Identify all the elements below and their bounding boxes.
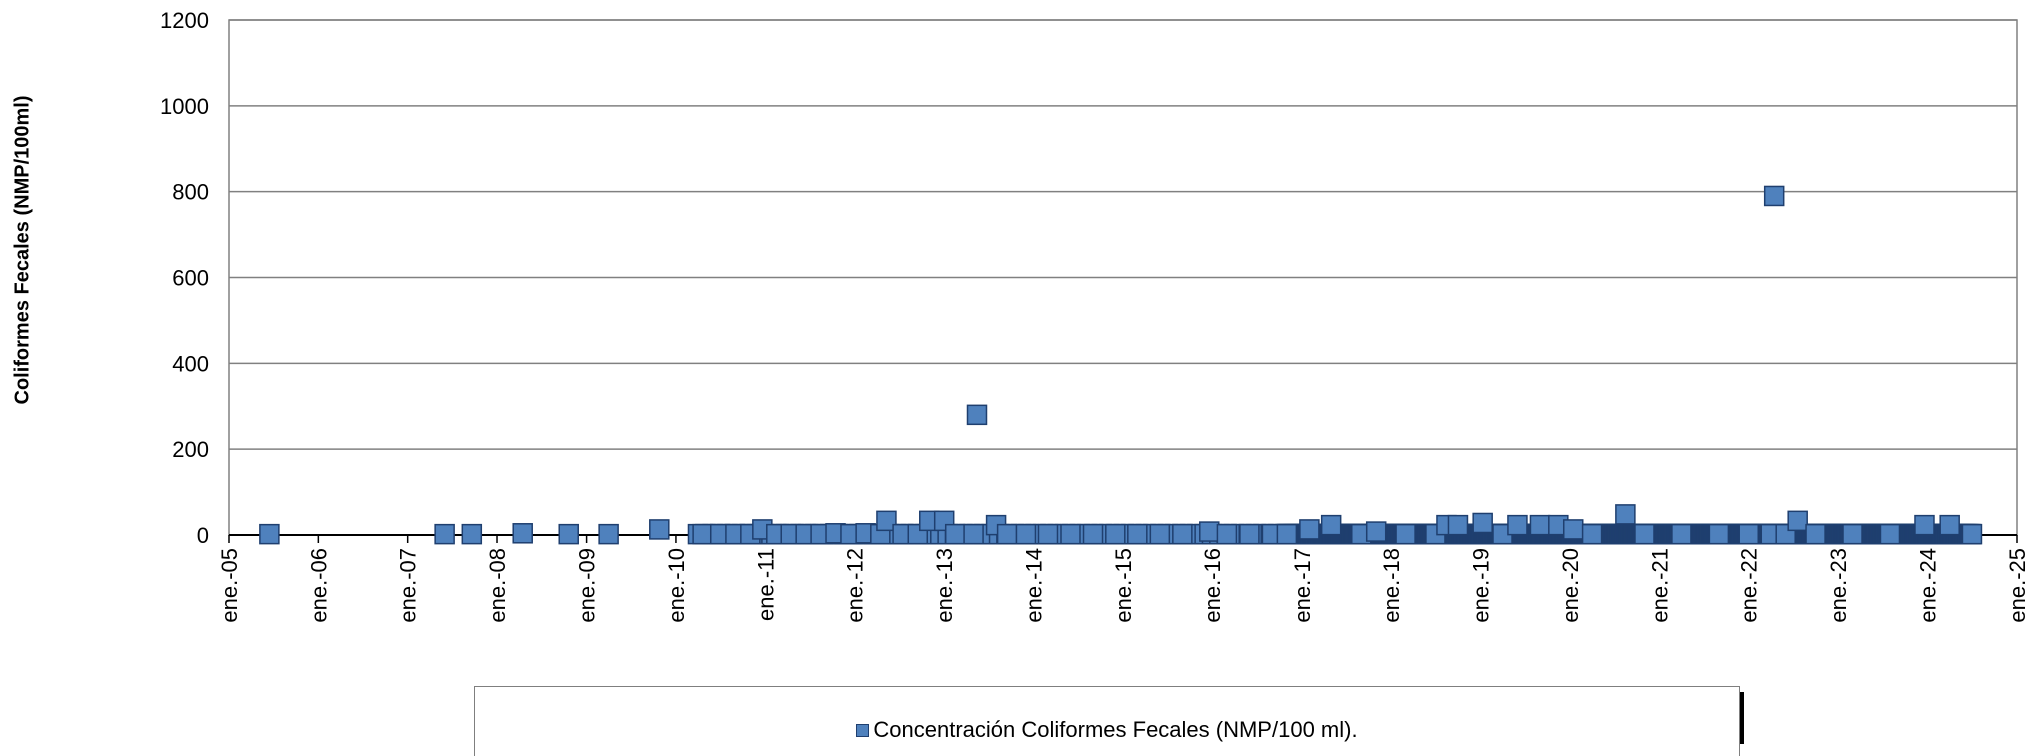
x-tick-label: ene.-17 xyxy=(1290,548,1315,623)
data-point xyxy=(1615,504,1636,525)
data-point xyxy=(1671,523,1692,545)
legend-item: Concentración Coliformes Fecales (NMP/10… xyxy=(475,717,1739,743)
legend-swatch-square-icon xyxy=(856,723,870,737)
data-point xyxy=(1634,523,1655,545)
data-point xyxy=(1708,523,1730,545)
x-tick-label: ene.-19 xyxy=(1468,548,1493,623)
x-tick-label: ene.-08 xyxy=(485,548,510,623)
data-point xyxy=(692,523,713,545)
data-point xyxy=(1738,523,1759,545)
data-point xyxy=(1082,523,1104,545)
data-point xyxy=(1961,523,1983,545)
x-tick-label: ene.-07 xyxy=(396,548,421,623)
y-tick-label: 0 xyxy=(197,523,209,548)
data-point xyxy=(1015,523,1037,545)
legend-shadow xyxy=(1740,692,1744,744)
data-point xyxy=(512,523,533,544)
data-point xyxy=(1562,519,1584,540)
x-tick-label: ene.-16 xyxy=(1200,548,1225,623)
y-tick-label: 800 xyxy=(172,180,209,205)
x-tick-label: ene.-22 xyxy=(1737,548,1762,623)
data-point xyxy=(966,404,988,426)
data-point xyxy=(649,519,670,540)
data-point xyxy=(1472,512,1493,534)
y-tick-label: 600 xyxy=(172,266,209,291)
data-point xyxy=(1037,523,1059,545)
data-point xyxy=(461,523,483,545)
data-point xyxy=(1105,523,1126,545)
data-point xyxy=(996,523,1018,545)
y-tick-label: 1000 xyxy=(160,94,209,119)
data-point xyxy=(1805,523,1826,545)
x-tick-label: ene.-13 xyxy=(932,548,957,623)
data-point xyxy=(1879,523,1901,545)
x-tick-label: ene.-14 xyxy=(1022,548,1047,623)
data-point xyxy=(1199,521,1220,542)
data-point xyxy=(1276,523,1298,545)
data-point xyxy=(1216,523,1238,545)
data-point xyxy=(1842,523,1863,545)
data-point xyxy=(1787,510,1808,532)
data-point xyxy=(1395,523,1416,545)
data-point xyxy=(1581,523,1603,545)
data-point xyxy=(1060,523,1081,545)
data-point xyxy=(1127,523,1148,545)
data-point xyxy=(1507,514,1528,536)
data-point xyxy=(558,523,579,545)
data-point xyxy=(1239,523,1260,545)
x-tick-label: ene.-11 xyxy=(753,548,778,621)
data-point xyxy=(1149,523,1171,545)
x-tick-label: ene.-24 xyxy=(1915,548,1940,623)
y-tick-label: 200 xyxy=(172,437,209,462)
legend-label: Concentración Coliformes Fecales (NMP/10… xyxy=(873,717,1358,742)
x-tick-label: ene.-18 xyxy=(1379,548,1404,623)
data-point xyxy=(434,523,455,545)
data-point xyxy=(259,523,280,545)
data-point xyxy=(963,523,984,545)
data-point xyxy=(876,510,897,532)
x-tick-label: ene.-25 xyxy=(2005,548,2030,623)
x-tick-label: ene.-12 xyxy=(843,548,868,623)
x-tick-label: ene.-23 xyxy=(1826,548,1851,623)
data-point xyxy=(1939,514,1960,536)
x-tick-label: ene.-10 xyxy=(664,548,689,623)
x-tick-label: ene.-06 xyxy=(306,548,331,623)
data-point xyxy=(1529,514,1551,536)
x-tick-label: ene.-05 xyxy=(217,548,242,623)
y-tick-label: 1200 xyxy=(160,8,209,33)
x-tick-label: ene.-15 xyxy=(1111,548,1136,623)
data-point xyxy=(944,523,966,545)
data-point xyxy=(1299,519,1320,540)
legend: Concentración Coliformes Fecales (NMP/10… xyxy=(474,686,1740,756)
x-tick-label: ene.-09 xyxy=(575,548,600,623)
x-tick-label: ene.-20 xyxy=(1558,548,1583,623)
data-point xyxy=(1763,185,1785,207)
data-point xyxy=(1320,514,1342,536)
data-point xyxy=(1914,514,1935,536)
y-tick-label: 400 xyxy=(172,351,209,376)
data-point xyxy=(1365,521,1387,542)
data-point xyxy=(1172,523,1193,545)
data-point xyxy=(1447,514,1469,536)
data-point xyxy=(598,523,619,545)
x-tick-label: ene.-21 xyxy=(1647,548,1672,623)
